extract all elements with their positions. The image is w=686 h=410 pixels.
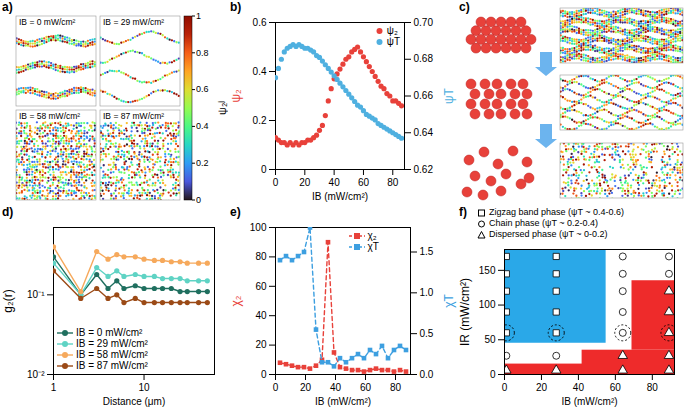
svg-text:1: 1 bbox=[196, 11, 201, 21]
html-text:g₂(r): g₂(r) bbox=[1, 288, 15, 313]
svg-text:60: 60 bbox=[610, 382, 622, 393]
svg-text:20: 20 bbox=[299, 177, 311, 188]
svg-text:0.68: 0.68 bbox=[414, 53, 434, 64]
svg-text:50: 50 bbox=[484, 334, 496, 345]
svg-text:0: 0 bbox=[196, 195, 201, 205]
html-text:ψ₂: ψ₂ bbox=[229, 88, 243, 103]
html-text:Chain phase (ψT ~ 0.2-0.4): Chain phase (ψT ~ 0.2-0.4) bbox=[489, 218, 599, 228]
svg-text:IB (mW/cm²): IB (mW/cm²) bbox=[312, 191, 368, 202]
svg-text:0: 0 bbox=[502, 382, 508, 393]
svg-text:10⁻²: 10⁻² bbox=[27, 369, 45, 380]
svg-text:40: 40 bbox=[255, 310, 267, 321]
svg-text:0.64: 0.64 bbox=[414, 127, 434, 138]
svg-text:0: 0 bbox=[490, 369, 496, 380]
svg-text:20: 20 bbox=[255, 339, 267, 350]
svg-text:Distance (μm): Distance (μm) bbox=[103, 396, 165, 407]
html-text:d): d) bbox=[2, 205, 14, 219]
svg-text:0.2: 0.2 bbox=[253, 115, 267, 126]
svg-text:IB = 87 mW/cm²: IB = 87 mW/cm² bbox=[103, 111, 164, 121]
svg-text:80: 80 bbox=[387, 177, 399, 188]
html-text:IB = 29 mW/cm²: IB = 29 mW/cm² bbox=[76, 338, 148, 349]
html-text:a): a) bbox=[2, 0, 13, 14]
svg-text:150: 150 bbox=[479, 265, 496, 276]
html-text:χ₂: χ₂ bbox=[229, 295, 243, 306]
svg-text:10: 10 bbox=[138, 382, 150, 393]
svg-text:0.4: 0.4 bbox=[253, 66, 267, 77]
html-text:ψT: ψT bbox=[442, 87, 456, 104]
html-text:c): c) bbox=[459, 0, 470, 14]
svg-text:IB = 29 mW/cm²: IB = 29 mW/cm² bbox=[103, 17, 164, 27]
html-text:Zigzag band phase (ψT ~ 0.4-0.: Zigzag band phase (ψT ~ 0.4-0.6) bbox=[489, 207, 625, 217]
svg-text:80: 80 bbox=[647, 382, 659, 393]
svg-text:0.2: 0.2 bbox=[196, 158, 209, 168]
svg-text:IB (mW/cm²): IB (mW/cm²) bbox=[315, 396, 371, 407]
svg-text:IB = 58 mW/cm²: IB = 58 mW/cm² bbox=[19, 111, 80, 121]
svg-text:60: 60 bbox=[358, 177, 370, 188]
svg-text:0.0: 0.0 bbox=[420, 369, 434, 380]
svg-text:100: 100 bbox=[250, 222, 267, 233]
svg-text:80: 80 bbox=[390, 382, 402, 393]
html-text:f): f) bbox=[459, 205, 467, 219]
html-text:ψ₂: ψ₂ bbox=[386, 25, 398, 36]
html-text:Dispersed phase (ψT ~ 0-0.2): Dispersed phase (ψT ~ 0-0.2) bbox=[489, 229, 608, 239]
svg-text:40: 40 bbox=[330, 382, 342, 393]
svg-text:0.66: 0.66 bbox=[414, 90, 434, 101]
svg-text:1.5: 1.5 bbox=[420, 246, 434, 257]
html-text:χ₂: χ₂ bbox=[367, 230, 377, 241]
svg-text:60: 60 bbox=[360, 382, 372, 393]
svg-text:40: 40 bbox=[573, 382, 585, 393]
svg-text:1: 1 bbox=[51, 382, 57, 393]
html-text:e): e) bbox=[230, 205, 241, 219]
html-text:IB = 87 mW/cm²: IB = 87 mW/cm² bbox=[76, 360, 148, 371]
svg-text:IB = 0 mW/cm²: IB = 0 mW/cm² bbox=[19, 17, 76, 27]
svg-text:100: 100 bbox=[479, 299, 496, 310]
svg-text:0: 0 bbox=[261, 164, 267, 175]
svg-text:1.0: 1.0 bbox=[420, 287, 434, 298]
html-text:IB = 0 mW/cm²: IB = 0 mW/cm² bbox=[76, 327, 143, 338]
svg-text:0.5: 0.5 bbox=[420, 328, 434, 339]
svg-text:60: 60 bbox=[255, 281, 267, 292]
html-text:b): b) bbox=[230, 0, 242, 14]
svg-text:0.70: 0.70 bbox=[414, 17, 434, 28]
svg-text:0: 0 bbox=[273, 177, 279, 188]
html-text:IB = 58 mW/cm²: IB = 58 mW/cm² bbox=[76, 349, 148, 360]
svg-text:IB (mW/cm²): IB (mW/cm²) bbox=[561, 396, 617, 407]
svg-text:0: 0 bbox=[273, 382, 279, 393]
svg-text:40: 40 bbox=[329, 177, 341, 188]
svg-text:0: 0 bbox=[261, 369, 267, 380]
svg-text:20: 20 bbox=[536, 382, 548, 393]
svg-text:ψ₂ʲ: ψ₂ʲ bbox=[216, 101, 228, 115]
svg-text:10⁻¹: 10⁻¹ bbox=[27, 289, 45, 300]
html-text:χT: χT bbox=[442, 293, 456, 308]
svg-text:0.6: 0.6 bbox=[253, 17, 267, 28]
svg-text:0.4: 0.4 bbox=[196, 121, 209, 131]
svg-text:20: 20 bbox=[300, 382, 312, 393]
html-text:IR (mW/cm²): IR (mW/cm²) bbox=[458, 277, 472, 346]
html-text:χT: χT bbox=[367, 241, 379, 252]
svg-text:80: 80 bbox=[255, 251, 267, 262]
html-text:ψT: ψT bbox=[386, 36, 400, 47]
svg-text:0.6: 0.6 bbox=[196, 84, 209, 94]
svg-text:0.8: 0.8 bbox=[196, 48, 209, 58]
svg-text:0.62: 0.62 bbox=[414, 164, 434, 175]
